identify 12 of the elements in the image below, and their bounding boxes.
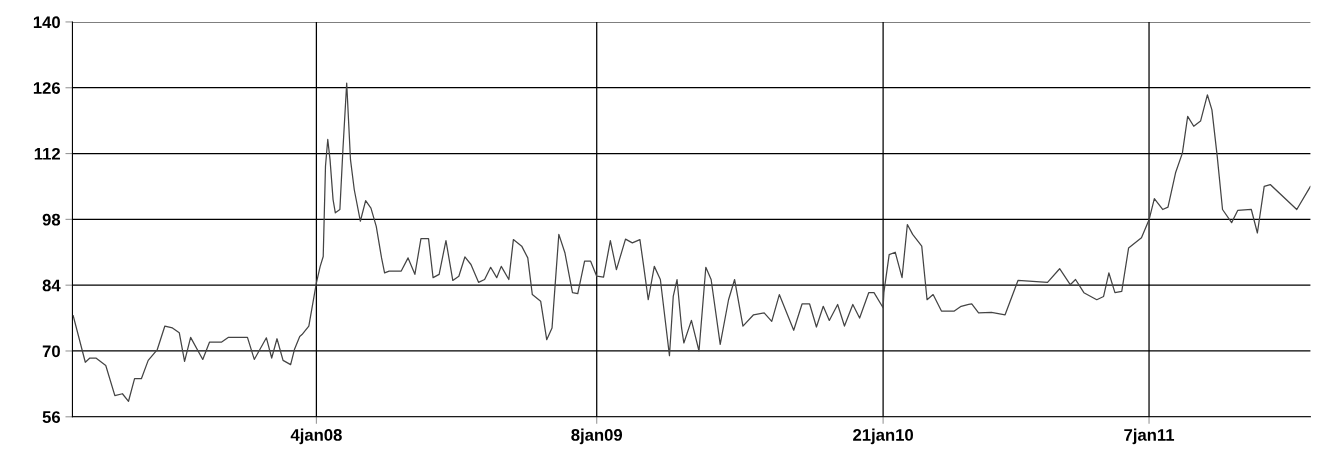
y-tick-label: 84 bbox=[42, 279, 61, 292]
y-tick-label: 112 bbox=[34, 147, 60, 160]
y-tick-label: 126 bbox=[33, 82, 61, 94]
x-tick-label: 8jan09 bbox=[571, 428, 623, 445]
x-tick-label: 4jan08 bbox=[290, 428, 342, 445]
x-tick-label: 7jan11 bbox=[1124, 428, 1175, 445]
y-tick-label: 98 bbox=[42, 213, 61, 226]
line-series bbox=[72, 82, 1311, 402]
y-tick-label: 56 bbox=[42, 411, 61, 423]
y-tick-label: 140 bbox=[33, 16, 60, 29]
x-tick-label: 21jan10 bbox=[853, 428, 914, 445]
y-tick-label: 70 bbox=[42, 345, 60, 358]
